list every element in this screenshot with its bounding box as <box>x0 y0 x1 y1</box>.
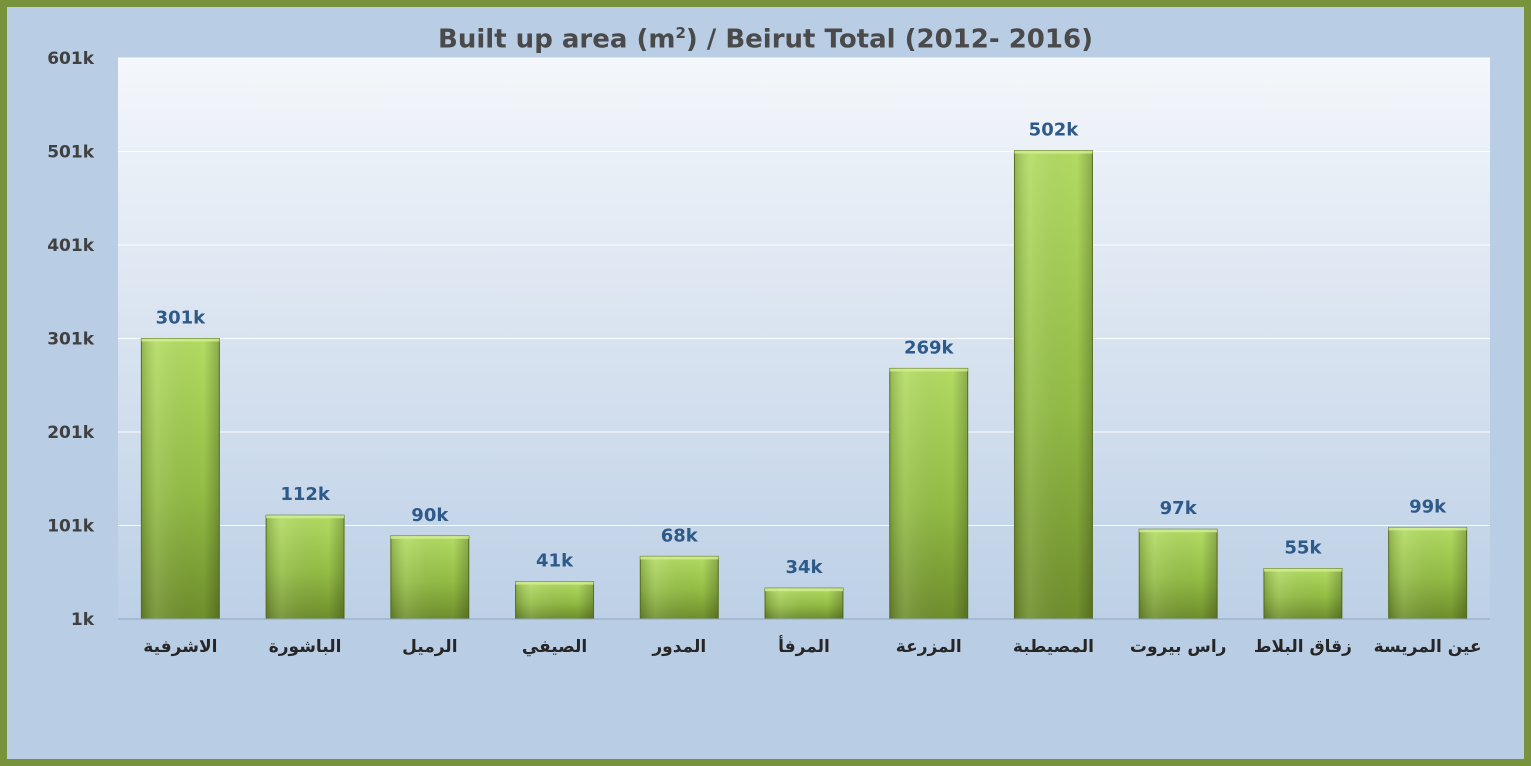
bar-highlight <box>141 338 220 342</box>
bar-highlight <box>1014 150 1093 154</box>
x-tick-label: المدور <box>651 637 706 657</box>
bar-shading <box>765 588 843 619</box>
bar-shading <box>1263 568 1342 619</box>
bar-highlight <box>1263 568 1342 572</box>
bar-highlight <box>1388 527 1467 531</box>
data-label: 55k <box>1284 538 1322 559</box>
bar-shading <box>266 515 345 619</box>
bar-group: 301k <box>140 308 220 620</box>
bar-group: 90k <box>390 505 470 620</box>
bar-shading <box>1388 527 1467 619</box>
x-tick-label: عين المريسة <box>1374 637 1482 657</box>
bar-group: 99k <box>1388 496 1468 620</box>
bar-shading <box>390 535 469 619</box>
bar-highlight <box>266 515 345 519</box>
bar-shading <box>640 556 719 619</box>
bar-group: 55k <box>1263 538 1343 620</box>
bar-group: 34k <box>764 557 844 620</box>
bar-highlight <box>515 581 594 585</box>
x-axis: الاشرفية الباشورة الرميل الصيفي المدور المرفأ… <box>118 618 1490 657</box>
bar-shading <box>515 581 594 619</box>
chart-title: Built up area (m2) / Beirut Total (2012-… <box>0 24 1531 55</box>
bar-highlight <box>640 556 719 560</box>
y-tick-label: 401k <box>47 236 94 256</box>
bar-group: 269k <box>889 337 969 620</box>
bars: 301k 112k 90k 41k 68k 34k 269k 502k 97k 55k 99k <box>140 120 1468 620</box>
bar-highlight <box>390 535 469 539</box>
data-label: 112k <box>280 484 331 505</box>
y-tick-label: 201k <box>47 423 94 443</box>
bar-highlight <box>1139 529 1218 533</box>
bar-shading <box>1014 150 1093 619</box>
data-label: 41k <box>536 551 574 572</box>
y-tick-label: 501k <box>47 143 94 163</box>
data-label: 68k <box>661 525 699 546</box>
bar-highlight <box>889 368 968 372</box>
gridlines <box>118 57 1490 526</box>
bar-group: 502k <box>1013 120 1093 620</box>
bar-group: 41k <box>515 551 595 620</box>
bar-group: 97k <box>1138 498 1218 620</box>
y-tick-label: 301k <box>47 330 94 350</box>
y-tick-label: 101k <box>47 517 94 537</box>
data-label: 90k <box>411 505 449 526</box>
bar-highlight <box>765 588 843 592</box>
y-axis: 1k 101k 201k 301k 401k 501k 601k <box>47 49 94 630</box>
x-tick-label: الباشورة <box>269 637 342 657</box>
data-label: 99k <box>1409 496 1447 517</box>
x-tick-label: الرميل <box>402 637 457 657</box>
data-label: 34k <box>785 557 823 578</box>
x-tick-label: الصيفي <box>522 637 587 657</box>
chart-title-superscript: 2 <box>675 24 686 42</box>
data-label: 97k <box>1160 498 1198 519</box>
data-label: 301k <box>156 308 207 329</box>
bar-shading <box>1139 529 1218 619</box>
x-tick-label: المزرعة <box>896 637 962 657</box>
chart-title-main: Built up area (m <box>438 24 676 55</box>
x-tick-label: راس بيروت <box>1130 637 1227 657</box>
data-label: 502k <box>1029 120 1080 141</box>
bar-group: 112k <box>265 484 345 620</box>
bar-shading <box>889 368 968 619</box>
x-tick-label: المرفأ <box>778 635 830 657</box>
bar-group: 68k <box>639 525 719 620</box>
x-tick-label: الاشرفية <box>143 637 217 657</box>
x-tick-label: المصيطبة <box>1013 637 1094 657</box>
chart-title-tail: ) / Beirut Total (2012- 2016) <box>685 24 1093 55</box>
data-label: 269k <box>904 337 955 358</box>
y-tick-label: 601k <box>47 49 94 69</box>
x-tick-label: زقاق البلاط <box>1254 637 1352 657</box>
bar-shading <box>141 338 220 619</box>
y-tick-label: 1k <box>71 610 95 630</box>
